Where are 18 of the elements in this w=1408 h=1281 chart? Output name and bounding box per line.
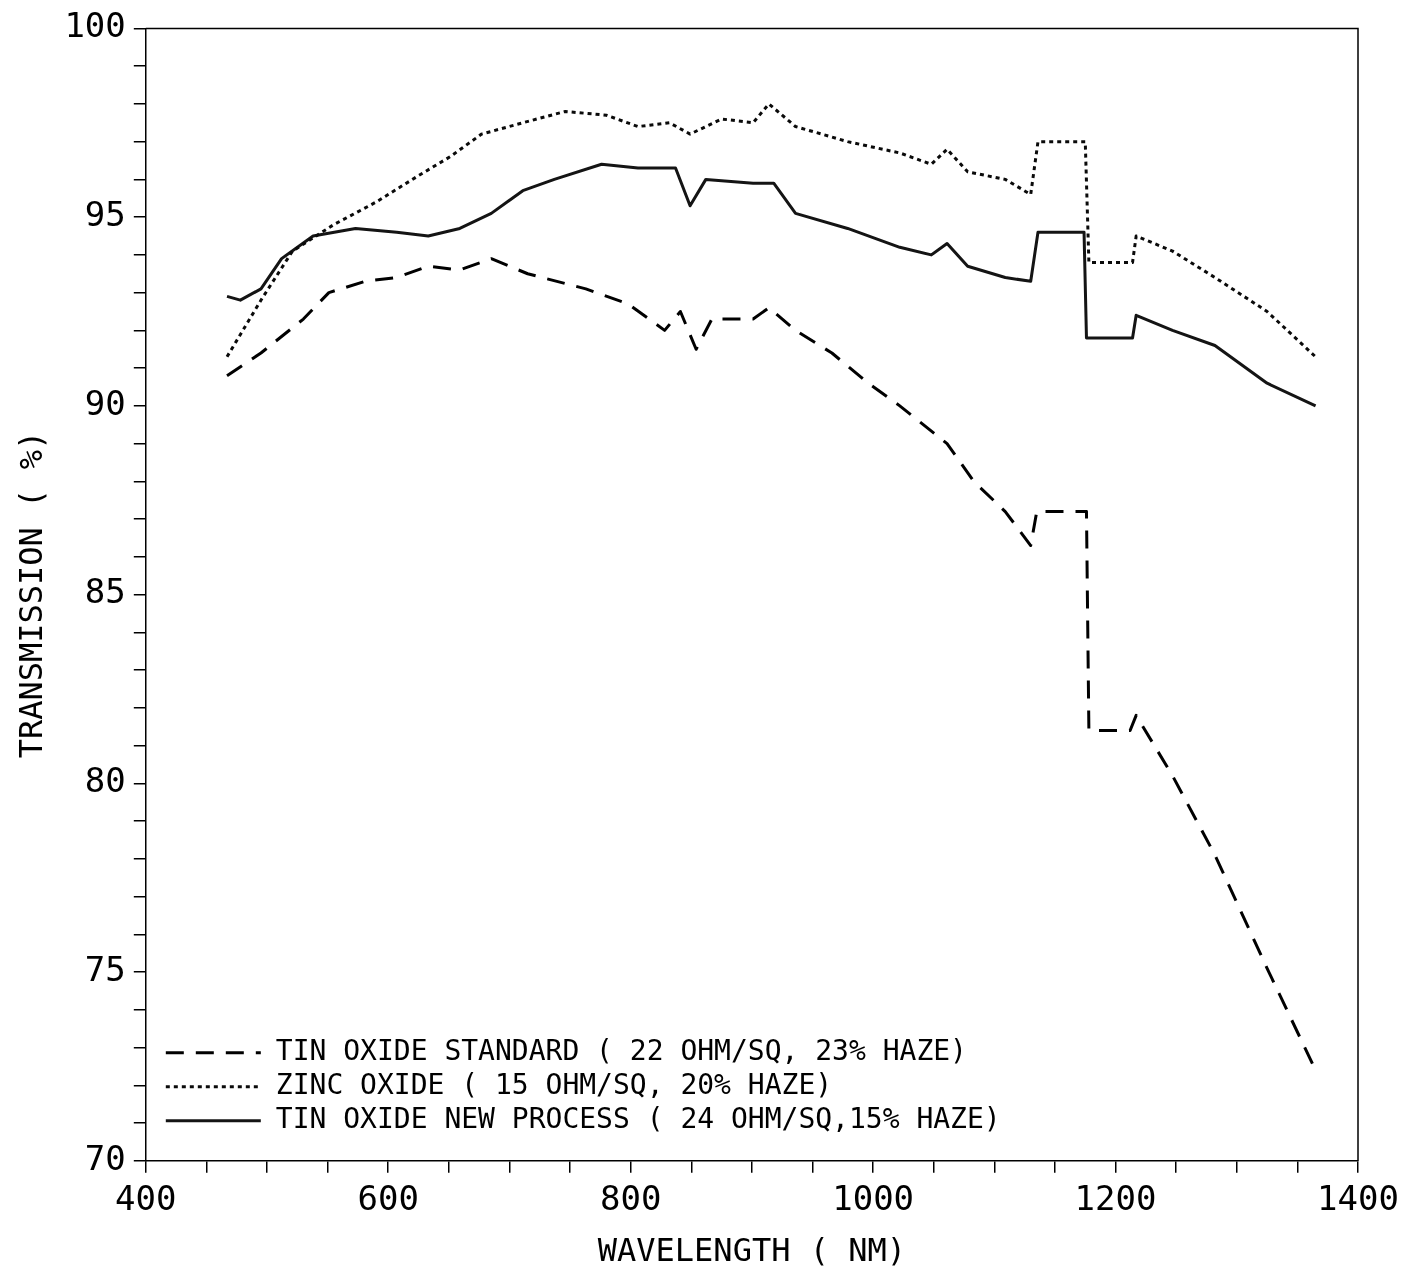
legend-label: TIN OXIDE STANDARD ( 22 OHM/SQ, 23% HAZE) (275, 1034, 967, 1068)
y-tick-label: 100 (64, 5, 126, 46)
y-tick-label: 80 (84, 760, 126, 801)
y-axis-title: TRANSMISSION ( %) (11, 430, 50, 759)
legend-label: TIN OXIDE NEW PROCESS ( 24 OHM/SQ,15% HAZE) (275, 1102, 1001, 1136)
x-tick-label: 1200 (1074, 1178, 1157, 1219)
x-tick-label: 400 (115, 1178, 177, 1219)
x-axis-title: WAVELENGTH ( NM) (597, 1231, 907, 1270)
legend-label: ZINC OXIDE ( 15 OHM/SQ, 20% HAZE) (275, 1068, 833, 1102)
y-tick-label: 95 (84, 193, 126, 234)
x-tick-label: 1400 (1317, 1178, 1399, 1219)
y-tick-label: 85 (84, 571, 126, 612)
y-tick-label: 90 (84, 382, 126, 423)
x-tick-label: 800 (599, 1178, 662, 1219)
x-tick-label: 1000 (832, 1178, 915, 1219)
y-tick-label: 70 (84, 1137, 126, 1178)
y-tick-label: 75 (84, 948, 126, 989)
x-tick-label: 600 (357, 1178, 419, 1219)
